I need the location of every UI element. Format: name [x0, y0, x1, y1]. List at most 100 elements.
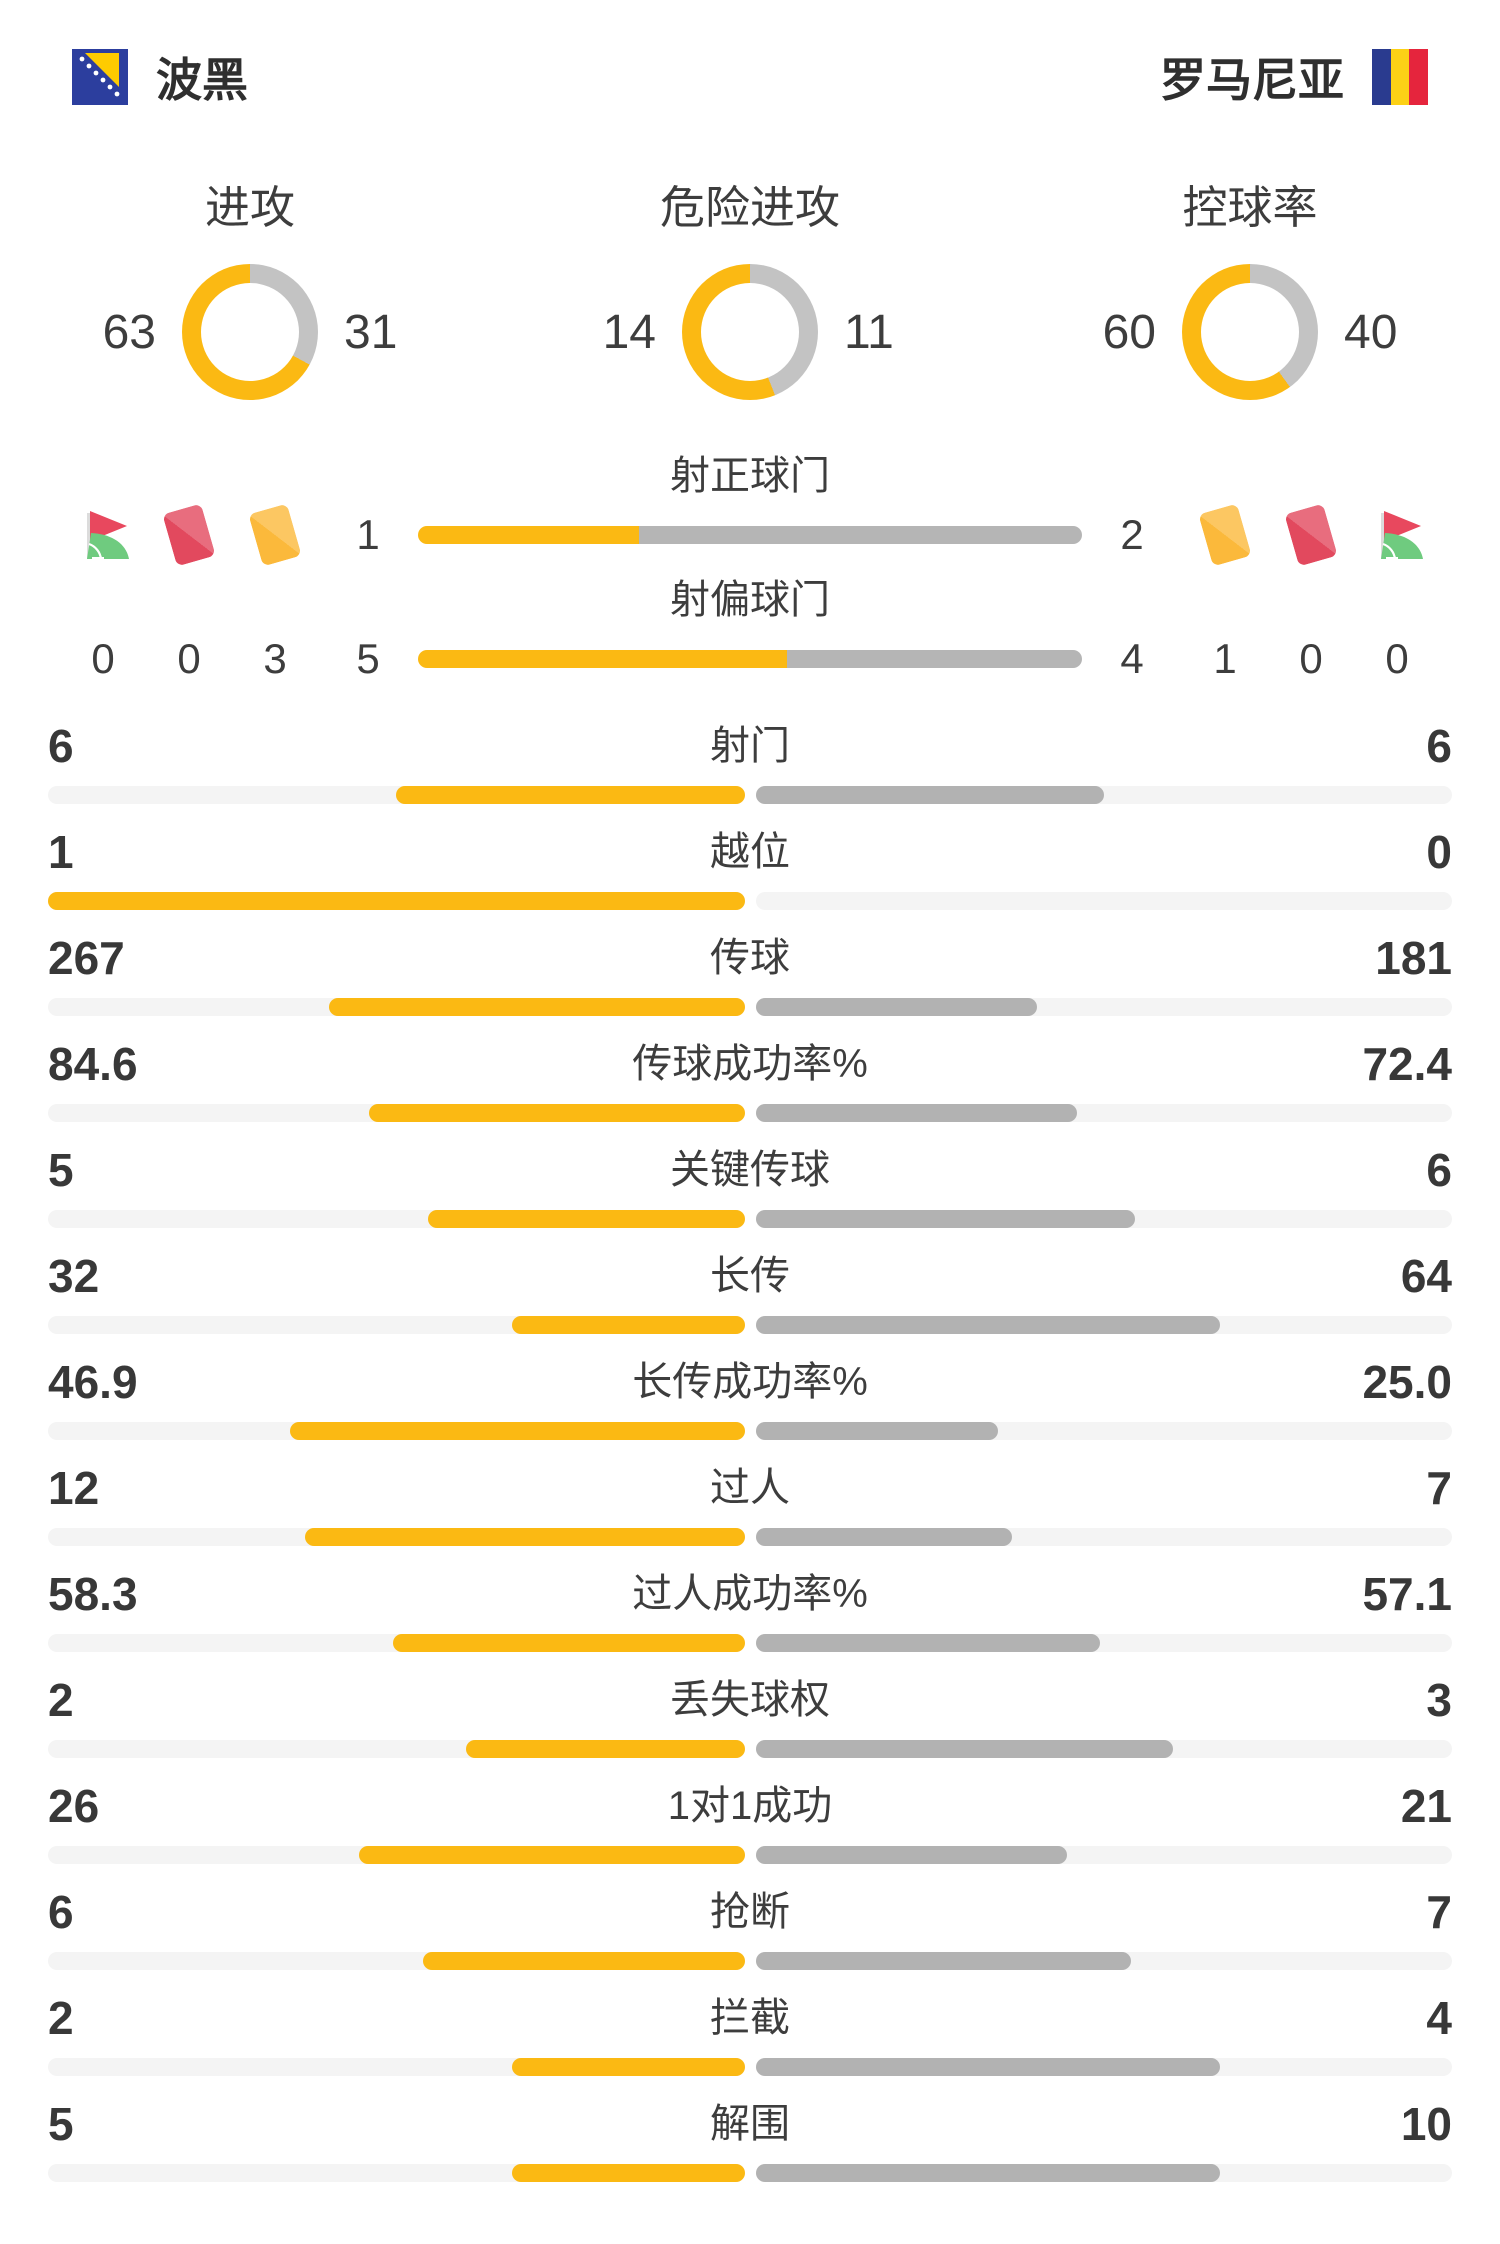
- shots-on-target-bar: [418, 526, 1082, 544]
- stat-label: 传球: [710, 936, 790, 980]
- stat-away-value: 7: [1426, 1886, 1452, 1938]
- stat-away-fill: [755, 1634, 1101, 1652]
- red-card-icon: [1284, 503, 1338, 567]
- donut-chart-section: 进攻 63 31 危险进攻 14 11 控球率 60 40: [0, 182, 1500, 400]
- stat-home-fill: [396, 786, 745, 804]
- stat-away-fill: [755, 786, 1104, 804]
- stat-away-value: 10: [1400, 2098, 1452, 2150]
- home-corners-count: 0: [91, 635, 115, 682]
- yellow-card-icon: [1198, 503, 1252, 567]
- stat-bar: [48, 998, 1452, 1016]
- stat-bar: [48, 2058, 1452, 2076]
- stat-row-possession-lost: 2 丢失球权 3: [48, 1672, 1452, 1758]
- donut-away-value: 31: [344, 305, 398, 359]
- stat-away-fill: [755, 1528, 1013, 1546]
- stat-bar: [48, 786, 1452, 804]
- stat-home-fill: [329, 998, 745, 1016]
- stat-bar: [48, 1846, 1452, 1864]
- stat-label: 丢失球权: [670, 1678, 830, 1722]
- donut-chart-possession: [1182, 264, 1318, 400]
- shots-off-target-title: 射偏球门: [670, 578, 830, 622]
- stat-row-dribbles: 12 过人 7: [48, 1460, 1452, 1546]
- shots-on-target-home-value: 1: [356, 511, 380, 558]
- stat-away-fill: [755, 1740, 1174, 1758]
- stat-home-value: 26: [48, 1780, 100, 1832]
- stat-home-fill: [512, 2058, 745, 2076]
- home-team-name: 波黑: [156, 54, 248, 106]
- stat-bar: [48, 1422, 1452, 1440]
- shots-on-target-row: 1 2: [60, 503, 1440, 567]
- shots-section: 射正球门 1 2: [0, 454, 1500, 688]
- romania-flag-icon: [1372, 49, 1428, 105]
- corner-flag-icon: [87, 511, 129, 560]
- away-discipline-icons: [1182, 503, 1440, 567]
- stat-away-fill: [755, 1210, 1136, 1228]
- donut-block-attack: 进攻 63 31: [0, 182, 500, 400]
- donut-chart-attack: [182, 264, 318, 400]
- stat-away-fill: [755, 2058, 1220, 2076]
- stat-home-value: 58.3: [48, 1568, 138, 1620]
- shots-on-target-away-fill: [639, 526, 1082, 544]
- away-discipline-counts: 1 0 0: [1182, 635, 1440, 683]
- home-discipline-counts: 0 0 3: [60, 635, 318, 683]
- stat-row-shots: 6 射门 6: [48, 718, 1452, 804]
- shots-on-target-home-fill: [418, 526, 640, 544]
- stat-away-fill: [755, 998, 1037, 1016]
- stat-bar: [48, 1104, 1452, 1122]
- stat-row-long-balls: 32 长传 64: [48, 1248, 1452, 1334]
- donut-block-possession: 控球率 60 40: [1000, 182, 1500, 400]
- stat-home-value: 267: [48, 932, 125, 984]
- away-corners-count: 0: [1385, 635, 1409, 682]
- away-yellow-cards-count: 1: [1213, 635, 1237, 682]
- stat-label: 过人: [710, 1466, 790, 1510]
- donut-title-dangerous-attack: 危险进攻: [659, 182, 840, 233]
- stat-away-fill: [755, 2164, 1220, 2182]
- shots-off-target-away-value: 4: [1120, 635, 1144, 682]
- stat-home-fill: [392, 1634, 745, 1652]
- stat-row-interceptions: 2 拦截 4: [48, 1990, 1452, 2076]
- shots-on-target-away-value: 2: [1120, 511, 1144, 558]
- stat-label: 关键传球: [670, 1148, 830, 1192]
- red-card-icon: [162, 503, 216, 567]
- stat-bar: [48, 2164, 1452, 2182]
- stat-home-value: 1: [48, 826, 74, 878]
- stat-away-value: 25.0: [1362, 1356, 1452, 1408]
- stat-row-one-v-one-won: 26 1对1成功 21: [48, 1778, 1452, 1864]
- stat-away-value: 6: [1426, 1144, 1452, 1196]
- stat-away-value: 3: [1426, 1674, 1452, 1726]
- stat-label: 长传成功率%: [632, 1360, 868, 1404]
- stat-home-fill: [290, 1422, 745, 1440]
- stat-home-value: 32: [48, 1250, 100, 1302]
- stat-bar: [48, 892, 1452, 910]
- stat-row-tackles: 6 抢断 7: [48, 1884, 1452, 1970]
- stat-home-fill: [427, 1210, 745, 1228]
- stat-bar: [48, 1528, 1452, 1546]
- stat-row-passes: 267 传球 181: [48, 930, 1452, 1016]
- shots-on-target-title: 射正球门: [670, 454, 830, 498]
- stat-home-value: 5: [48, 1144, 74, 1196]
- donut-block-dangerous-attack: 危险进攻 14 11: [500, 182, 1000, 400]
- shots-off-target-home-value: 5: [356, 635, 380, 682]
- stat-away-value: 7: [1426, 1462, 1452, 1514]
- stat-row-offsides: 1 越位 0: [48, 824, 1452, 910]
- away-red-cards-count: 0: [1299, 635, 1323, 682]
- shots-off-target-row: 0 0 3 5 4 1 0 0: [60, 630, 1440, 688]
- stat-home-fill: [48, 892, 745, 910]
- donut-away-value: 40: [1344, 305, 1398, 359]
- donut-title-attack: 进攻: [204, 182, 295, 233]
- home-team: 波黑: [72, 44, 248, 110]
- corner-flag-icon: [1381, 511, 1423, 560]
- stat-label: 过人成功率%: [632, 1572, 868, 1616]
- donut-away-value: 11: [844, 305, 894, 359]
- stat-home-value: 12: [48, 1462, 100, 1514]
- stat-label: 抢断: [710, 1890, 790, 1934]
- stat-row-dribble-success: 58.3 过人成功率% 57.1: [48, 1566, 1452, 1652]
- stat-away-fill: [755, 1316, 1220, 1334]
- stat-bar: [48, 1210, 1452, 1228]
- stat-home-value: 2: [48, 1992, 74, 2044]
- stat-away-value: 57.1: [1362, 1568, 1452, 1620]
- bosnia-flag-icon: [72, 49, 128, 105]
- stat-away-value: 64: [1400, 1250, 1452, 1302]
- stat-row-pass-accuracy: 84.6 传球成功率% 72.4: [48, 1036, 1452, 1122]
- home-red-cards-count: 0: [177, 635, 201, 682]
